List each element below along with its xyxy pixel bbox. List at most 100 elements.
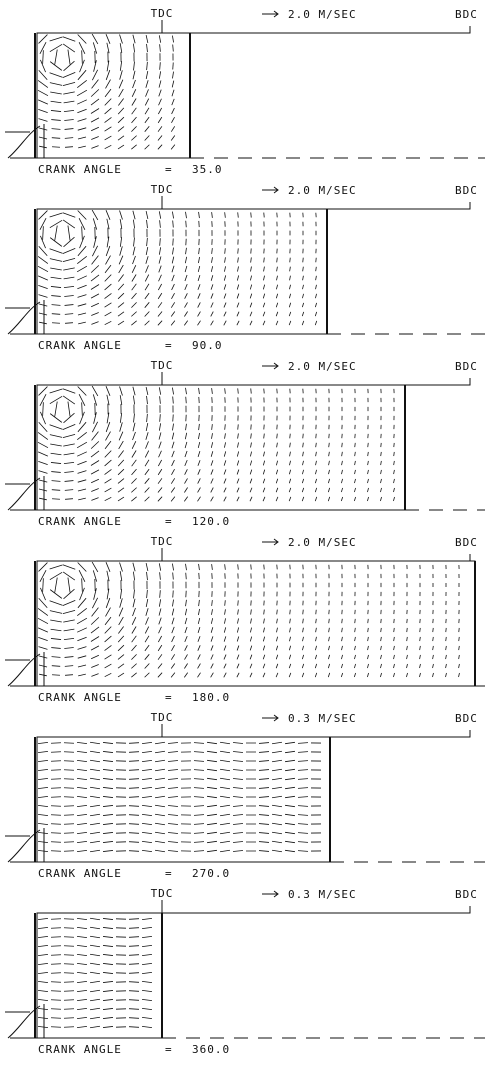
vector [172, 257, 174, 264]
vector [77, 832, 87, 833]
vector [368, 637, 369, 641]
vector [129, 779, 139, 780]
vector [172, 433, 174, 440]
vector [211, 636, 213, 641]
vector [51, 638, 61, 639]
vector [77, 814, 87, 815]
vector [394, 664, 395, 668]
vector [251, 564, 252, 569]
vector [207, 742, 217, 743]
vector [276, 488, 278, 492]
vector [38, 927, 48, 928]
vector [225, 257, 226, 262]
vector [211, 469, 213, 474]
vector [145, 664, 150, 669]
vector [51, 1000, 61, 1001]
vector [259, 761, 269, 762]
vector [142, 918, 152, 919]
vector [263, 646, 264, 651]
vector [38, 276, 48, 280]
vector [238, 257, 239, 262]
vector [51, 806, 61, 807]
vector [39, 422, 47, 431]
vector [272, 760, 282, 761]
vector [91, 479, 99, 483]
vector [39, 70, 47, 79]
vector [289, 664, 291, 668]
valve [5, 1004, 44, 1038]
vector [250, 646, 252, 651]
vector [90, 1017, 100, 1018]
vector [194, 779, 204, 780]
vector [238, 600, 239, 605]
vector [367, 497, 368, 501]
vector [131, 145, 136, 149]
vector [133, 423, 135, 432]
vector [51, 629, 62, 630]
vector [168, 850, 178, 851]
vector [315, 488, 316, 492]
vector [263, 470, 264, 475]
vector [355, 461, 356, 465]
vector [146, 432, 148, 440]
vector [285, 832, 295, 833]
valve [5, 476, 44, 510]
vector [155, 787, 165, 788]
vector [91, 646, 99, 650]
vector [120, 237, 121, 247]
vector [50, 62, 62, 71]
vector [77, 850, 87, 851]
vector [171, 302, 174, 307]
vector [118, 636, 124, 642]
vector [38, 832, 48, 833]
vector [302, 497, 304, 501]
vector [38, 936, 48, 937]
vector [90, 945, 100, 946]
vector [186, 221, 187, 228]
vector [272, 850, 282, 851]
vector [194, 806, 204, 807]
vector [77, 637, 86, 640]
vector [250, 673, 252, 677]
vector [341, 488, 342, 492]
vector [155, 850, 165, 851]
vector [52, 147, 60, 148]
vector [302, 470, 303, 474]
vector [147, 414, 148, 422]
vector [90, 850, 100, 851]
vector [90, 742, 100, 743]
vector [194, 770, 204, 771]
vector [251, 618, 252, 623]
vector [147, 220, 148, 228]
vector [105, 469, 112, 474]
vector [64, 589, 75, 599]
vector [52, 138, 60, 139]
vector [106, 34, 110, 44]
valve [5, 652, 44, 686]
vector [316, 619, 317, 623]
vector [381, 655, 382, 659]
vector [197, 321, 200, 326]
vector [106, 598, 110, 608]
vector [103, 796, 113, 797]
vector [103, 787, 113, 788]
vector [39, 211, 48, 220]
vector [298, 815, 308, 816]
vector [186, 424, 187, 430]
vector [145, 673, 150, 678]
vector [77, 945, 87, 946]
vector [38, 256, 48, 263]
vector [224, 673, 226, 678]
vector [237, 275, 238, 280]
vector [198, 488, 201, 493]
vector [341, 673, 342, 677]
vector [51, 973, 61, 974]
vector [158, 126, 162, 131]
vector [103, 850, 113, 851]
vector [52, 657, 61, 658]
vector [316, 285, 317, 289]
vector [172, 600, 173, 607]
vector [64, 277, 75, 279]
vector [105, 488, 112, 492]
